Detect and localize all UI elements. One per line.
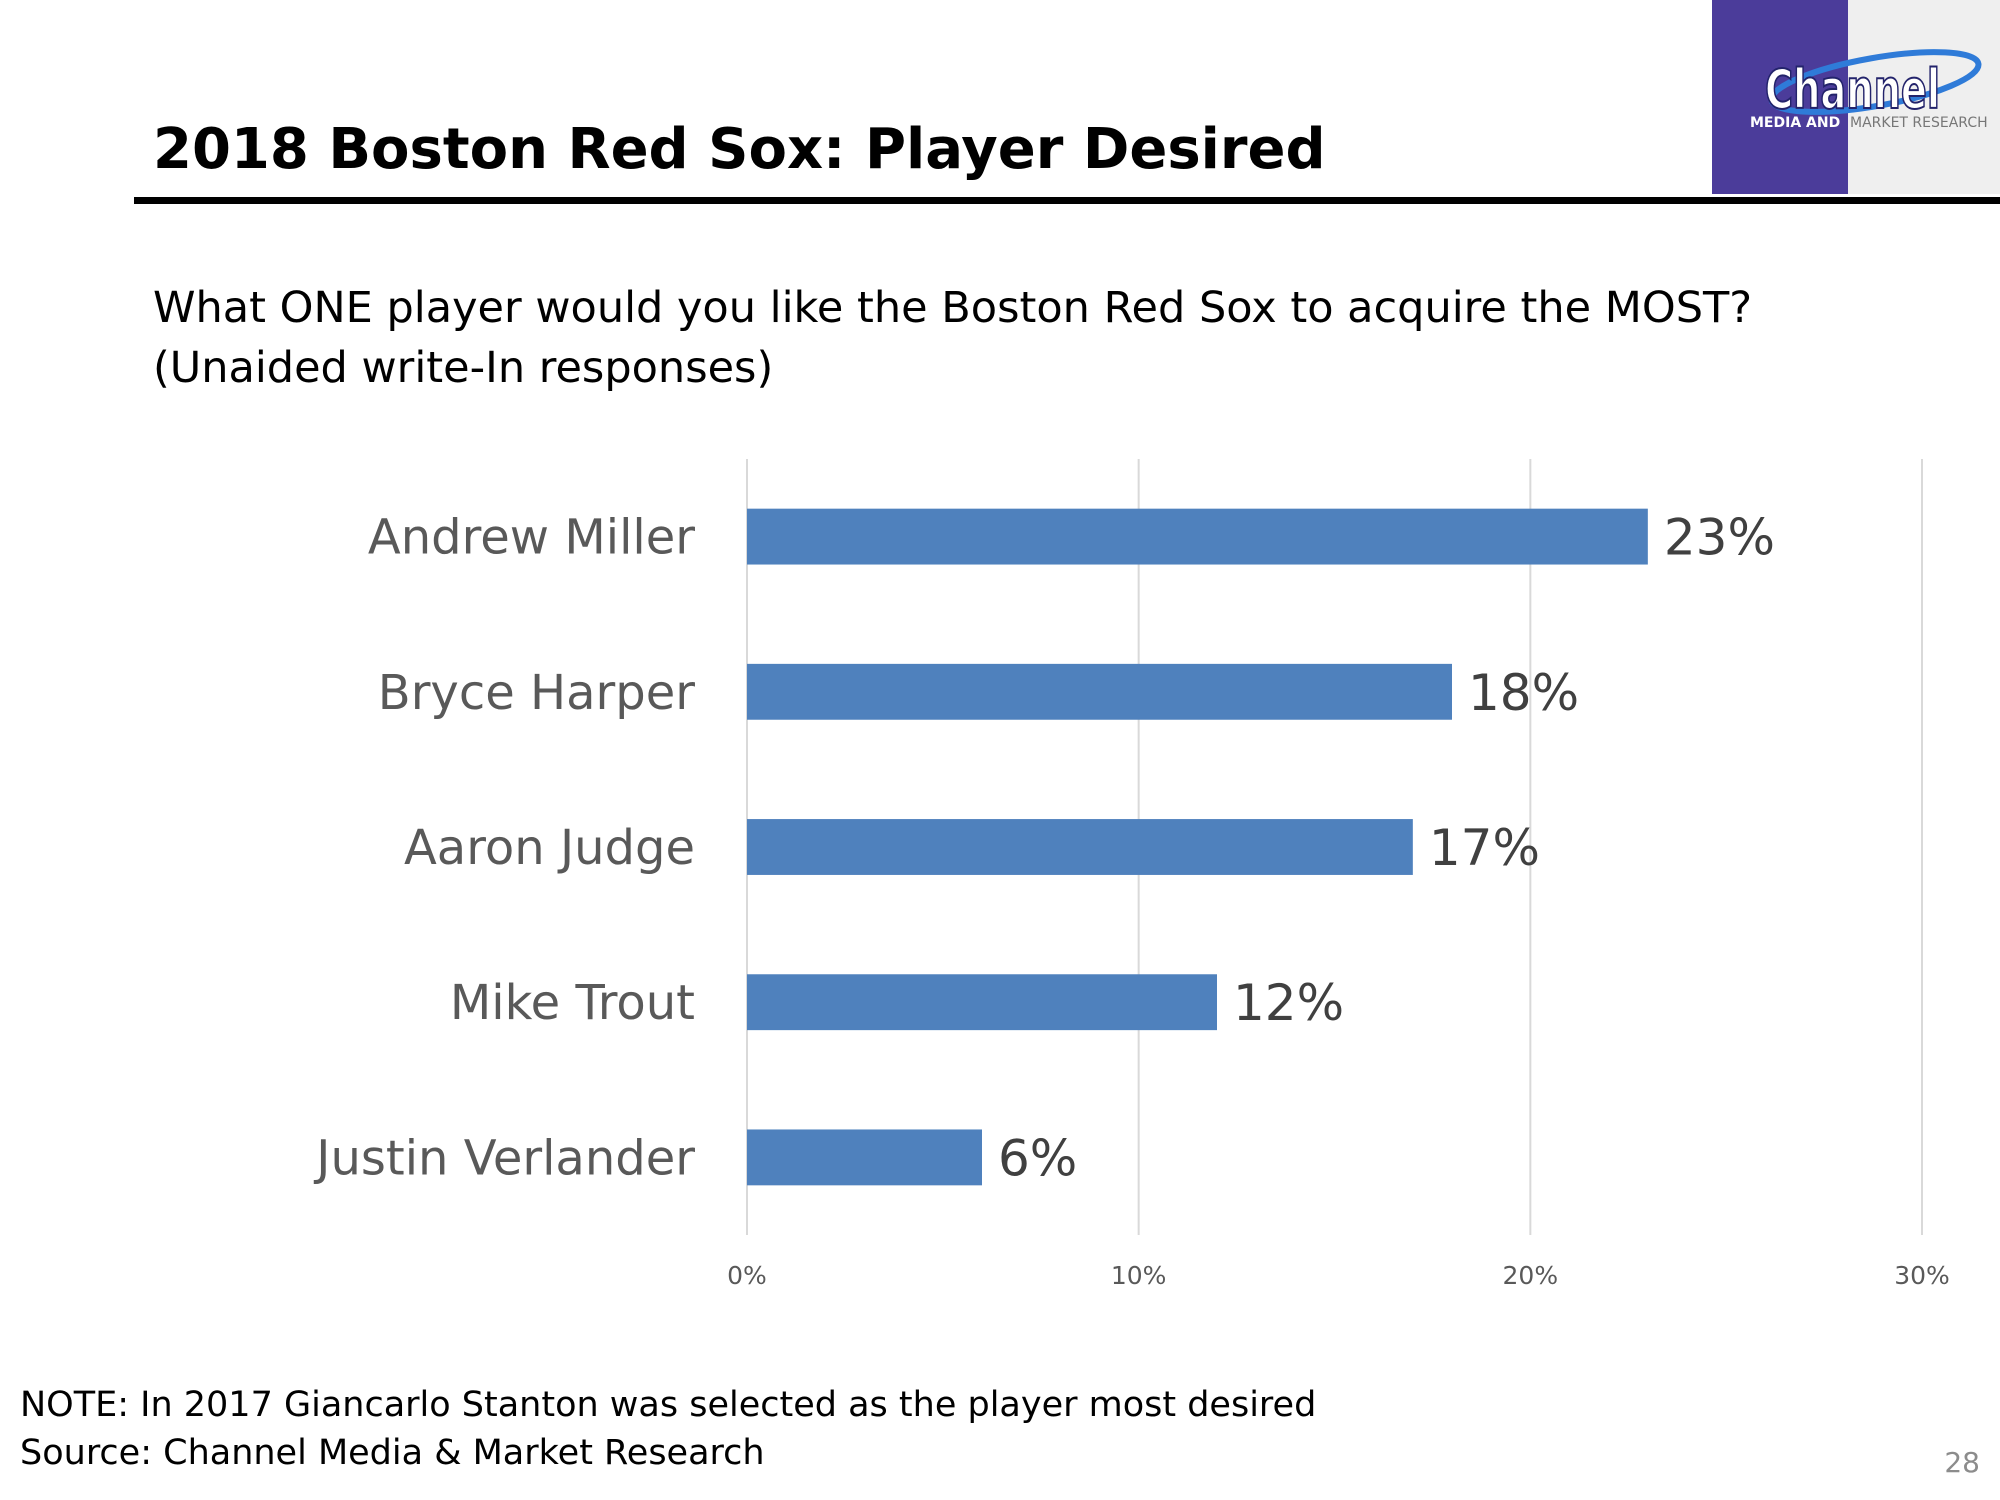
source: Source: Channel Media & Market Research xyxy=(20,1433,765,1473)
value-label: 18% xyxy=(1468,664,1579,722)
x-tick-label: 10% xyxy=(1111,1261,1167,1290)
value-label: 17% xyxy=(1429,819,1540,877)
title-rule xyxy=(134,197,2000,204)
x-tick-label: 20% xyxy=(1503,1261,1559,1290)
bar xyxy=(747,508,1648,565)
plot: 0% 10% 20% 30% Andrew Miller 23% Bryce Harper 1… xyxy=(313,459,1950,1290)
page-number: 28 xyxy=(1944,1446,1980,1479)
value-label: 23% xyxy=(1664,509,1775,567)
category-label: Aaron Judge xyxy=(404,820,695,876)
value-label: 6% xyxy=(998,1129,1077,1187)
bar xyxy=(747,1129,982,1186)
category-label: Andrew Miller xyxy=(368,510,695,566)
subtitle: (Unaided write-In responses) xyxy=(153,343,773,393)
note: NOTE: In 2017 Giancarlo Stanton was sele… xyxy=(20,1385,1316,1425)
value-label: 12% xyxy=(1233,974,1344,1032)
logo-name: Channel xyxy=(1765,58,1940,121)
x-tick-label: 0% xyxy=(727,1261,767,1290)
bar xyxy=(747,974,1217,1031)
bar xyxy=(747,819,1413,875)
bar xyxy=(747,663,1452,720)
x-tick-label: 30% xyxy=(1894,1261,1950,1290)
logo-swoosh xyxy=(1768,49,1982,115)
logo-box xyxy=(1712,0,1848,194)
logo-line1: MEDIA AND xyxy=(1750,115,1840,131)
slide-title: 2018 Boston Red Sox: Player Desired xyxy=(153,117,1326,182)
question: What ONE player would you like the Bosto… xyxy=(153,283,1752,333)
category-label: Bryce Harper xyxy=(378,665,695,721)
category-label: Mike Trout xyxy=(450,975,695,1031)
logo-line2: MARKET RESEARCH xyxy=(1850,115,1988,131)
category-label: Justin Verlander xyxy=(313,1130,695,1186)
